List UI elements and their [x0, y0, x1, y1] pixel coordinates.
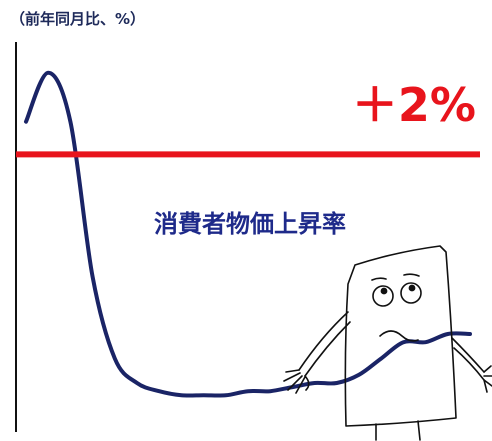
- right-hand: [483, 365, 492, 393]
- left-hand: [283, 369, 310, 394]
- series-label: 消費者物価上昇率: [154, 210, 346, 238]
- character-body: [344, 245, 457, 427]
- worried-character-illustration: [283, 245, 492, 441]
- series-line: [24, 70, 472, 398]
- left-arm: [298, 311, 349, 371]
- left-eye: [372, 285, 394, 307]
- right-leg: [417, 420, 421, 441]
- reference-label: ＋2%: [352, 78, 476, 132]
- unit-label: （前年同月比、%）: [10, 10, 146, 28]
- character-mouth: [379, 330, 419, 342]
- right-eye: [400, 282, 422, 304]
- right-arm: [451, 337, 485, 373]
